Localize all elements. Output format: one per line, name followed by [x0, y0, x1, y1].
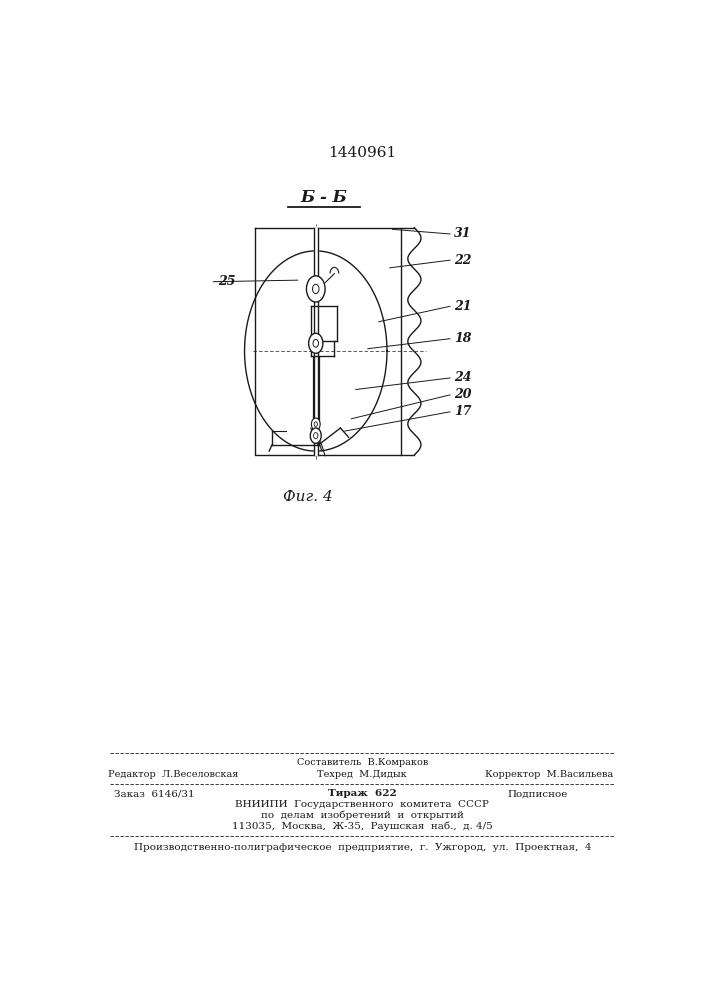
Text: 20: 20 — [455, 388, 472, 401]
Text: 113035,  Москва,  Ж-35,  Раушская  наб.,  д. 4/5: 113035, Москва, Ж-35, Раушская наб., д. … — [232, 821, 493, 831]
Bar — [314, 228, 317, 455]
Text: Редактор  Л.Веселовская: Редактор Л.Веселовская — [108, 770, 238, 779]
Text: по  делам  изобретений  и  открытий: по делам изобретений и открытий — [261, 811, 464, 820]
Text: 25: 25 — [218, 275, 235, 288]
Text: Заказ  6146/31: Заказ 6146/31 — [114, 789, 194, 798]
Text: Подписное: Подписное — [508, 789, 568, 798]
Text: 24: 24 — [455, 371, 472, 384]
Text: 31: 31 — [455, 227, 472, 240]
Text: Б - Б: Б - Б — [300, 188, 347, 206]
Text: Производственно-полиграфическое  предприятие,  г.  Ужгород,  ул.  Проектная,  4: Производственно-полиграфическое предприя… — [134, 843, 591, 852]
Text: Фиг. 4: Фиг. 4 — [283, 490, 332, 504]
Text: Корректор  М.Васильева: Корректор М.Васильева — [484, 770, 613, 779]
Text: Составитель  В.Комраков: Составитель В.Комраков — [297, 758, 428, 767]
Text: 21: 21 — [455, 300, 472, 313]
Text: ВНИИПИ  Государственного  комитета  СССР: ВНИИПИ Государственного комитета СССР — [235, 800, 489, 809]
Circle shape — [311, 418, 320, 430]
Text: 17: 17 — [455, 405, 472, 418]
Circle shape — [306, 276, 325, 302]
Text: 1440961: 1440961 — [328, 146, 397, 160]
Text: 18: 18 — [455, 332, 472, 345]
Circle shape — [310, 428, 321, 443]
Text: 22: 22 — [455, 254, 472, 267]
Circle shape — [309, 333, 323, 353]
Text: Тираж  622: Тираж 622 — [328, 789, 397, 798]
Text: Техред  М.Дидык: Техред М.Дидык — [317, 770, 407, 779]
